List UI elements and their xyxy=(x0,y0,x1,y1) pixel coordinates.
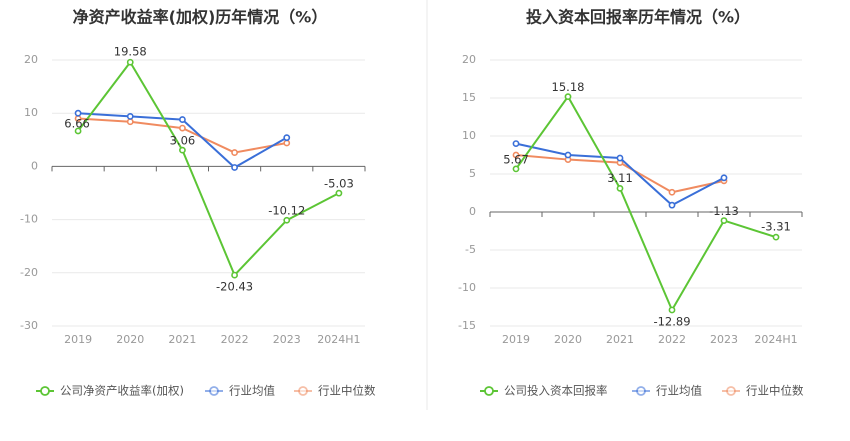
data-point xyxy=(564,93,572,101)
data-label: -3.31 xyxy=(761,220,791,234)
x-tick-label: 2021 xyxy=(606,333,634,346)
x-tick-label: 2020 xyxy=(116,333,144,346)
legend-item-1[interactable]: 公司净资产收益率(加权) xyxy=(36,384,184,398)
data-point xyxy=(668,188,676,196)
x-tick-label: 2022 xyxy=(658,333,686,346)
chart-panel-1: 净资产收益率(加权)历年情况（%） 20 10 0 -10 -20 -30 2019 2020 2… xyxy=(20,8,376,398)
data-point xyxy=(126,112,134,120)
data-point xyxy=(512,165,520,173)
data-point xyxy=(126,58,134,66)
data-label: -1.13 xyxy=(709,204,739,218)
data-point xyxy=(179,116,186,123)
y-tick-label: -15 xyxy=(458,319,476,332)
y-tick-label: -10 xyxy=(458,281,476,294)
data-point xyxy=(772,233,780,241)
series-line-1 xyxy=(515,95,777,311)
y-tick-label: 5 xyxy=(469,167,476,180)
legend-marker xyxy=(484,386,494,396)
data-point xyxy=(231,149,238,156)
y-tick-label: 20 xyxy=(24,53,38,66)
x-tick-label: 2021 xyxy=(168,333,196,346)
legend-marker xyxy=(636,386,646,396)
x-tick-label: 2022 xyxy=(221,333,249,346)
data-point xyxy=(283,134,291,142)
data-label: -12.89 xyxy=(653,314,690,328)
data-point xyxy=(74,109,82,117)
legend-label: 行业均值 xyxy=(656,384,702,398)
y-tick-label: 20 xyxy=(462,53,476,66)
legend-marker xyxy=(726,386,736,396)
legend-label: 公司净资产收益率(加权) xyxy=(60,384,184,398)
data-point xyxy=(335,189,343,197)
legend-label: 行业中位数 xyxy=(746,384,804,398)
data-label: 15.18 xyxy=(552,80,585,94)
chart-title: 净资产收益率(加权)历年情况（%） xyxy=(73,8,328,27)
data-label: 3.06 xyxy=(170,134,196,148)
legend-marker xyxy=(40,386,50,396)
x-tick-label: 2024H1 xyxy=(754,333,797,346)
data-point xyxy=(720,174,728,182)
y-tick-label: -30 xyxy=(20,319,38,332)
data-label: -20.43 xyxy=(216,280,253,294)
legend-label: 公司投入资本回报率 xyxy=(504,384,608,398)
data-label: 5.67 xyxy=(503,152,529,166)
data-point xyxy=(512,151,520,159)
data-label: 3.11 xyxy=(607,171,633,185)
data-point xyxy=(74,127,82,135)
data-point xyxy=(231,271,238,279)
data-point xyxy=(283,139,291,147)
data-point xyxy=(564,151,572,159)
y-tick-label: -5 xyxy=(465,243,476,256)
y-tick-label: 10 xyxy=(462,129,476,142)
legend-label: 行业均值 xyxy=(229,384,275,398)
chart-panel-2: 投入资本回报率历年情况（%） 20 15 10 5 0 -5 -10 -15 2019 2020 20… xyxy=(458,8,804,398)
x-tick-label: 2023 xyxy=(273,333,301,346)
data-point xyxy=(616,154,624,162)
data-label: -5.03 xyxy=(324,177,354,191)
data-label: 6.66 xyxy=(64,116,90,130)
x-tick-label: 2019 xyxy=(64,333,92,346)
y-tick-label: 0 xyxy=(469,205,476,218)
data-point xyxy=(512,140,520,147)
y-tick-label: 10 xyxy=(24,106,38,119)
data-label: 19.58 xyxy=(114,45,147,59)
data-point xyxy=(668,306,676,314)
legend-item-2[interactable]: 行业均值 xyxy=(632,384,702,398)
data-point xyxy=(283,216,291,224)
legend-marker xyxy=(298,386,308,396)
data-point xyxy=(179,146,186,154)
legend-item-3[interactable]: 行业中位数 xyxy=(722,384,804,398)
legend-item-2[interactable]: 行业均值 xyxy=(205,384,275,398)
data-label: -10.12 xyxy=(268,204,305,218)
x-tick-label: 2019 xyxy=(502,333,530,346)
data-point xyxy=(720,217,728,224)
data-point xyxy=(231,164,238,171)
legend-marker xyxy=(209,386,219,396)
data-point xyxy=(668,201,676,209)
y-tick-label: 15 xyxy=(462,91,476,104)
chart-title: 投入资本回报率历年情况（%） xyxy=(526,8,750,27)
data-point xyxy=(126,118,134,126)
x-tick-label: 2023 xyxy=(710,333,738,346)
x-tick-label: 2020 xyxy=(554,333,582,346)
x-tick-label: 2024H1 xyxy=(317,333,360,346)
legend-item-1[interactable]: 公司投入资本回报率 xyxy=(480,384,608,398)
series-line-1 xyxy=(77,61,340,277)
data-point xyxy=(179,124,186,132)
y-tick-label: -10 xyxy=(20,213,38,226)
y-tick-label: 0 xyxy=(31,159,38,172)
data-point xyxy=(616,184,624,192)
y-tick-label: -20 xyxy=(20,266,38,279)
legend-item-3[interactable]: 行业中位数 xyxy=(294,384,376,398)
legend-label: 行业中位数 xyxy=(318,384,376,398)
